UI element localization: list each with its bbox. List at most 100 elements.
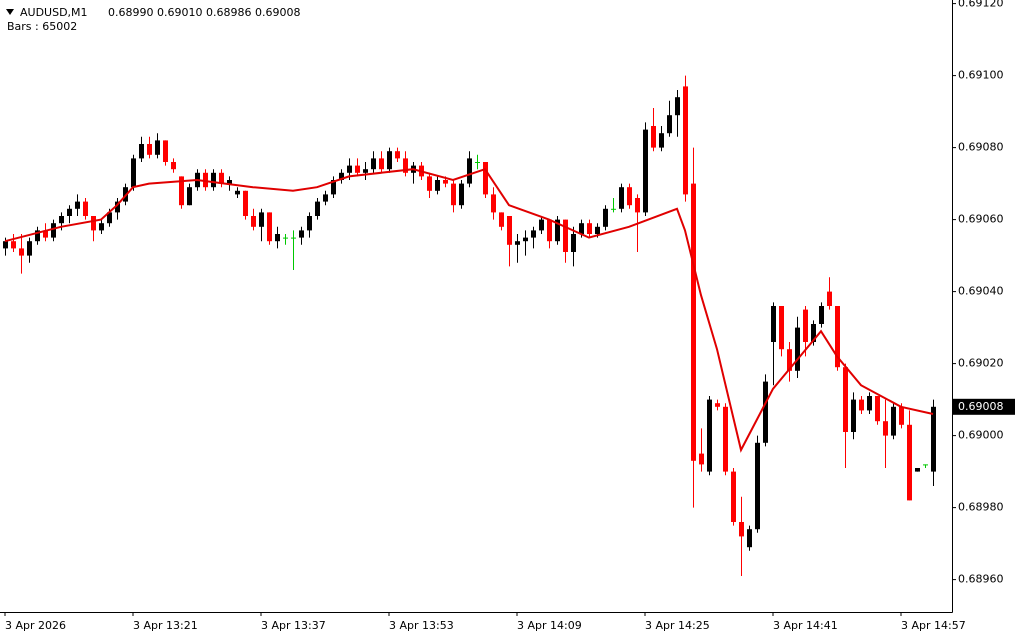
- bars-count: Bars : 65002: [7, 20, 77, 33]
- candle-body: [139, 144, 144, 159]
- candle-body: [803, 309, 808, 342]
- candle-body: [155, 140, 160, 155]
- candle-body: [363, 169, 368, 173]
- candle-body: [747, 529, 752, 548]
- candle-body: [387, 151, 392, 170]
- candle-body: [299, 230, 304, 238]
- candle-body: [875, 396, 880, 422]
- candle-body: [291, 237, 296, 239]
- candle-body: [827, 291, 832, 306]
- candle-body: [739, 522, 744, 537]
- candle-body: [395, 151, 400, 159]
- candle-body: [355, 165, 360, 173]
- candle-body: [763, 381, 768, 443]
- candle-body: [83, 201, 88, 216]
- candle-body: [603, 208, 608, 227]
- candle-body: [891, 406, 896, 436]
- candle-body: [515, 241, 520, 245]
- collapse-icon[interactable]: [6, 9, 14, 15]
- candle-body: [771, 306, 776, 342]
- candle-body: [915, 468, 920, 472]
- candle-body: [539, 219, 544, 231]
- y-tick-label: 0.69100: [958, 69, 1004, 82]
- candle-body: [51, 223, 56, 238]
- x-tick-label: 3 Apr 2026: [5, 619, 66, 632]
- candle-body: [243, 190, 248, 216]
- candle-body: [635, 198, 640, 213]
- candle-body: [347, 165, 352, 173]
- candle-body: [643, 129, 648, 213]
- candle-body: [427, 176, 432, 191]
- x-tick-label: 3 Apr 14:09: [517, 619, 582, 632]
- candle-body: [683, 86, 688, 195]
- y-tick-label: 0.69000: [958, 429, 1004, 442]
- candle-body: [907, 424, 912, 501]
- candle-body: [499, 212, 504, 227]
- candle-body: [339, 172, 344, 180]
- candle-body: [315, 201, 320, 216]
- candle-body: [163, 140, 168, 162]
- candle-body: [579, 223, 584, 234]
- y-tick-label: 0.68980: [958, 501, 1004, 514]
- y-tick-label: 0.69080: [958, 141, 1004, 154]
- candle-body: [403, 158, 408, 173]
- candle-body: [555, 219, 560, 242]
- ohlc-text: 0.68990 0.69010 0.68986 0.69008: [108, 6, 300, 19]
- candle-body: [795, 327, 800, 371]
- candle-body: [699, 453, 704, 465]
- y-tick-label: 0.69120: [958, 0, 1004, 10]
- y-tick-label: 0.69060: [958, 213, 1004, 226]
- candle-body: [819, 306, 824, 324]
- candle-body: [107, 212, 112, 224]
- candle-body: [715, 403, 720, 407]
- candle-body: [443, 180, 448, 184]
- candle-body: [707, 399, 712, 472]
- candle-body: [675, 97, 680, 116]
- candle-body: [147, 144, 152, 155]
- candle-body: [483, 162, 488, 195]
- candle-body: [835, 306, 840, 368]
- candle-body: [171, 162, 176, 170]
- candle-body: [755, 442, 760, 530]
- candle-body: [507, 216, 512, 245]
- candle-body: [211, 172, 216, 188]
- candle-body: [43, 230, 48, 238]
- last-price-box: [953, 398, 1015, 415]
- candle-body: [723, 406, 728, 472]
- candle-body: [203, 172, 208, 188]
- candle-body: [859, 399, 864, 411]
- candle-body: [435, 180, 440, 191]
- candle-body: [371, 158, 376, 170]
- candle-body: [899, 406, 904, 425]
- candle-body: [235, 190, 240, 195]
- candle-body: [67, 208, 72, 216]
- candle-body: [931, 406, 936, 472]
- x-tick-label: 3 Apr 14:57: [901, 619, 966, 632]
- candle-body: [627, 187, 632, 206]
- candle-body: [451, 183, 456, 206]
- candle-body: [563, 219, 568, 252]
- candle-body: [843, 367, 848, 432]
- candle-body: [275, 234, 280, 242]
- candle-body: [923, 464, 928, 466]
- candle-body: [467, 158, 472, 184]
- candle-body: [691, 183, 696, 461]
- candle-body: [187, 187, 192, 206]
- candle-body: [587, 223, 592, 234]
- candle-body: [27, 241, 32, 256]
- candle-body: [11, 241, 16, 249]
- candle-body: [779, 306, 784, 350]
- candle-body: [131, 158, 136, 188]
- candle-body: [19, 248, 24, 256]
- candle-body: [531, 230, 536, 238]
- candle-body: [99, 223, 104, 231]
- y-tick-label: 0.68960: [958, 573, 1004, 586]
- candle-body: [323, 194, 328, 202]
- x-tick-label: 3 Apr 14:41: [773, 619, 838, 632]
- candle-body: [651, 126, 656, 148]
- candle-body: [259, 212, 264, 227]
- symbol: AUDUSD,M1: [20, 6, 88, 19]
- x-tick-label: 3 Apr 13:21: [133, 619, 198, 632]
